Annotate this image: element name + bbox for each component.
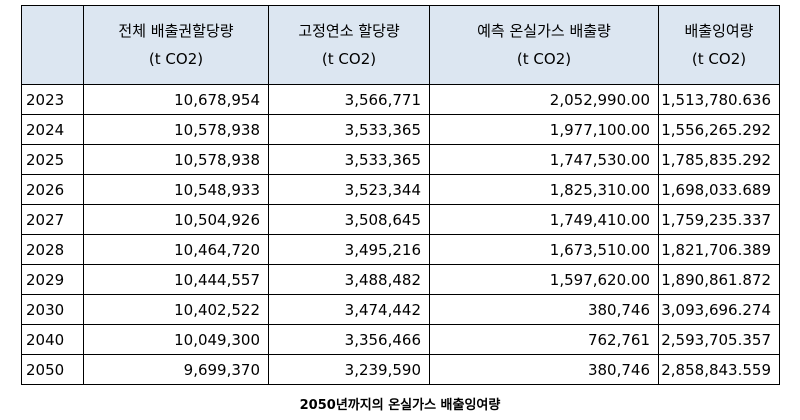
cell-year: 2026 (21, 174, 84, 205)
cell-year: 2040 (21, 324, 84, 355)
header-fixed-combustion-allocation: 고정연소 할당량 (t CO2) (268, 5, 430, 85)
cell-forecast-emissions: 1,747,530.00 (429, 144, 659, 175)
cell-total-allocation: 9,699,370 (83, 354, 269, 385)
cell-total-allocation: 10,578,938 (83, 144, 269, 175)
cell-forecast-emissions: 1,749,410.00 (429, 204, 659, 235)
cell-fixed-allocation: 3,495,216 (268, 234, 430, 265)
cell-surplus: 1,785,835.292 (658, 144, 780, 175)
table-row: 2028 10,464,720 3,495,216 1,673,510.00 1… (21, 234, 780, 265)
cell-forecast-emissions: 2,052,990.00 (429, 84, 659, 115)
cell-forecast-emissions: 1,825,310.00 (429, 174, 659, 205)
cell-year: 2023 (21, 84, 84, 115)
cell-total-allocation: 10,464,720 (83, 234, 269, 265)
cell-fixed-allocation: 3,533,365 (268, 144, 430, 175)
header-emission-surplus: 배출잉여량 (t CO2) (658, 5, 780, 85)
cell-fixed-allocation: 3,508,645 (268, 204, 430, 235)
header-total-allocation: 전체 배출권할당량 (t CO2) (83, 5, 269, 85)
table-row: 2026 10,548,933 3,523,344 1,825,310.00 1… (21, 174, 780, 205)
header-label: 예측 온실가스 배출량 (477, 22, 611, 40)
table-row: 2025 10,578,938 3,533,365 1,747,530.00 1… (21, 144, 780, 175)
header-unit: (t CO2) (691, 50, 747, 68)
cell-fixed-allocation: 3,566,771 (268, 84, 430, 115)
cell-fixed-allocation: 3,474,442 (268, 294, 430, 325)
cell-total-allocation: 10,548,933 (83, 174, 269, 205)
cell-fixed-allocation: 3,356,466 (268, 324, 430, 355)
cell-surplus: 1,759,235.337 (658, 204, 780, 235)
cell-fixed-allocation: 3,488,482 (268, 264, 430, 295)
table-row: 2029 10,444,557 3,488,482 1,597,620.00 1… (21, 264, 780, 295)
table-row: 2027 10,504,926 3,508,645 1,749,410.00 1… (21, 204, 780, 235)
cell-forecast-emissions: 762,761 (429, 324, 659, 355)
cell-surplus: 1,890,861.872 (658, 264, 780, 295)
cell-forecast-emissions: 1,977,100.00 (429, 114, 659, 145)
cell-total-allocation: 10,504,926 (83, 204, 269, 235)
cell-year: 2024 (21, 114, 84, 145)
table-row: 2050 9,699,370 3,239,590 380,746 2,858,8… (21, 354, 780, 385)
emissions-table-container: 전체 배출권할당량 (t CO2) 고정연소 할당량 (t CO2) 예측 온실… (21, 5, 780, 385)
cell-surplus: 1,821,706.389 (658, 234, 780, 265)
header-forecast-emissions: 예측 온실가스 배출량 (t CO2) (429, 5, 659, 85)
cell-surplus: 1,556,265.292 (658, 114, 780, 145)
header-row: 전체 배출권할당량 (t CO2) 고정연소 할당량 (t CO2) 예측 온실… (21, 5, 780, 85)
cell-year: 2050 (21, 354, 84, 385)
cell-forecast-emissions: 1,673,510.00 (429, 234, 659, 265)
table-row: 2030 10,402,522 3,474,442 380,746 3,093,… (21, 294, 780, 325)
cell-forecast-emissions: 380,746 (429, 354, 659, 385)
header-label: 전체 배출권할당량 (118, 22, 234, 40)
table-row: 2023 10,678,954 3,566,771 2,052,990.00 1… (21, 84, 780, 115)
cell-total-allocation: 10,678,954 (83, 84, 269, 115)
cell-fixed-allocation: 3,533,365 (268, 114, 430, 145)
cell-fixed-allocation: 3,239,590 (268, 354, 430, 385)
cell-surplus: 2,593,705.357 (658, 324, 780, 355)
cell-year: 2030 (21, 294, 84, 325)
header-unit: (t CO2) (516, 50, 572, 68)
cell-surplus: 2,858,843.559 (658, 354, 780, 385)
table-body: 2023 10,678,954 3,566,771 2,052,990.00 1… (21, 84, 780, 385)
cell-forecast-emissions: 380,746 (429, 294, 659, 325)
header-label: 고정연소 할당량 (298, 22, 400, 40)
cell-surplus: 1,698,033.689 (658, 174, 780, 205)
cell-forecast-emissions: 1,597,620.00 (429, 264, 659, 295)
cell-year: 2029 (21, 264, 84, 295)
cell-total-allocation: 10,578,938 (83, 114, 269, 145)
cell-year: 2027 (21, 204, 84, 235)
header-unit: (t CO2) (321, 50, 377, 68)
cell-year: 2028 (21, 234, 84, 265)
emissions-table: 전체 배출권할당량 (t CO2) 고정연소 할당량 (t CO2) 예측 온실… (21, 5, 780, 385)
cell-total-allocation: 10,049,300 (83, 324, 269, 355)
cell-year: 2025 (21, 144, 84, 175)
cell-total-allocation: 10,402,522 (83, 294, 269, 325)
cell-surplus: 3,093,696.274 (658, 294, 780, 325)
table-header: 전체 배출권할당량 (t CO2) 고정연소 할당량 (t CO2) 예측 온실… (21, 5, 780, 85)
table-row: 2040 10,049,300 3,356,466 762,761 2,593,… (21, 324, 780, 355)
header-unit: (t CO2) (148, 50, 204, 68)
header-label: 배출잉여량 (684, 22, 754, 40)
cell-fixed-allocation: 3,523,344 (268, 174, 430, 205)
header-year (21, 5, 84, 85)
cell-surplus: 1,513,780.636 (658, 84, 780, 115)
table-caption: 2050년까지의 온실가스 배출잉여량 (299, 398, 501, 413)
table-row: 2024 10,578,938 3,533,365 1,977,100.00 1… (21, 114, 780, 145)
cell-total-allocation: 10,444,557 (83, 264, 269, 295)
